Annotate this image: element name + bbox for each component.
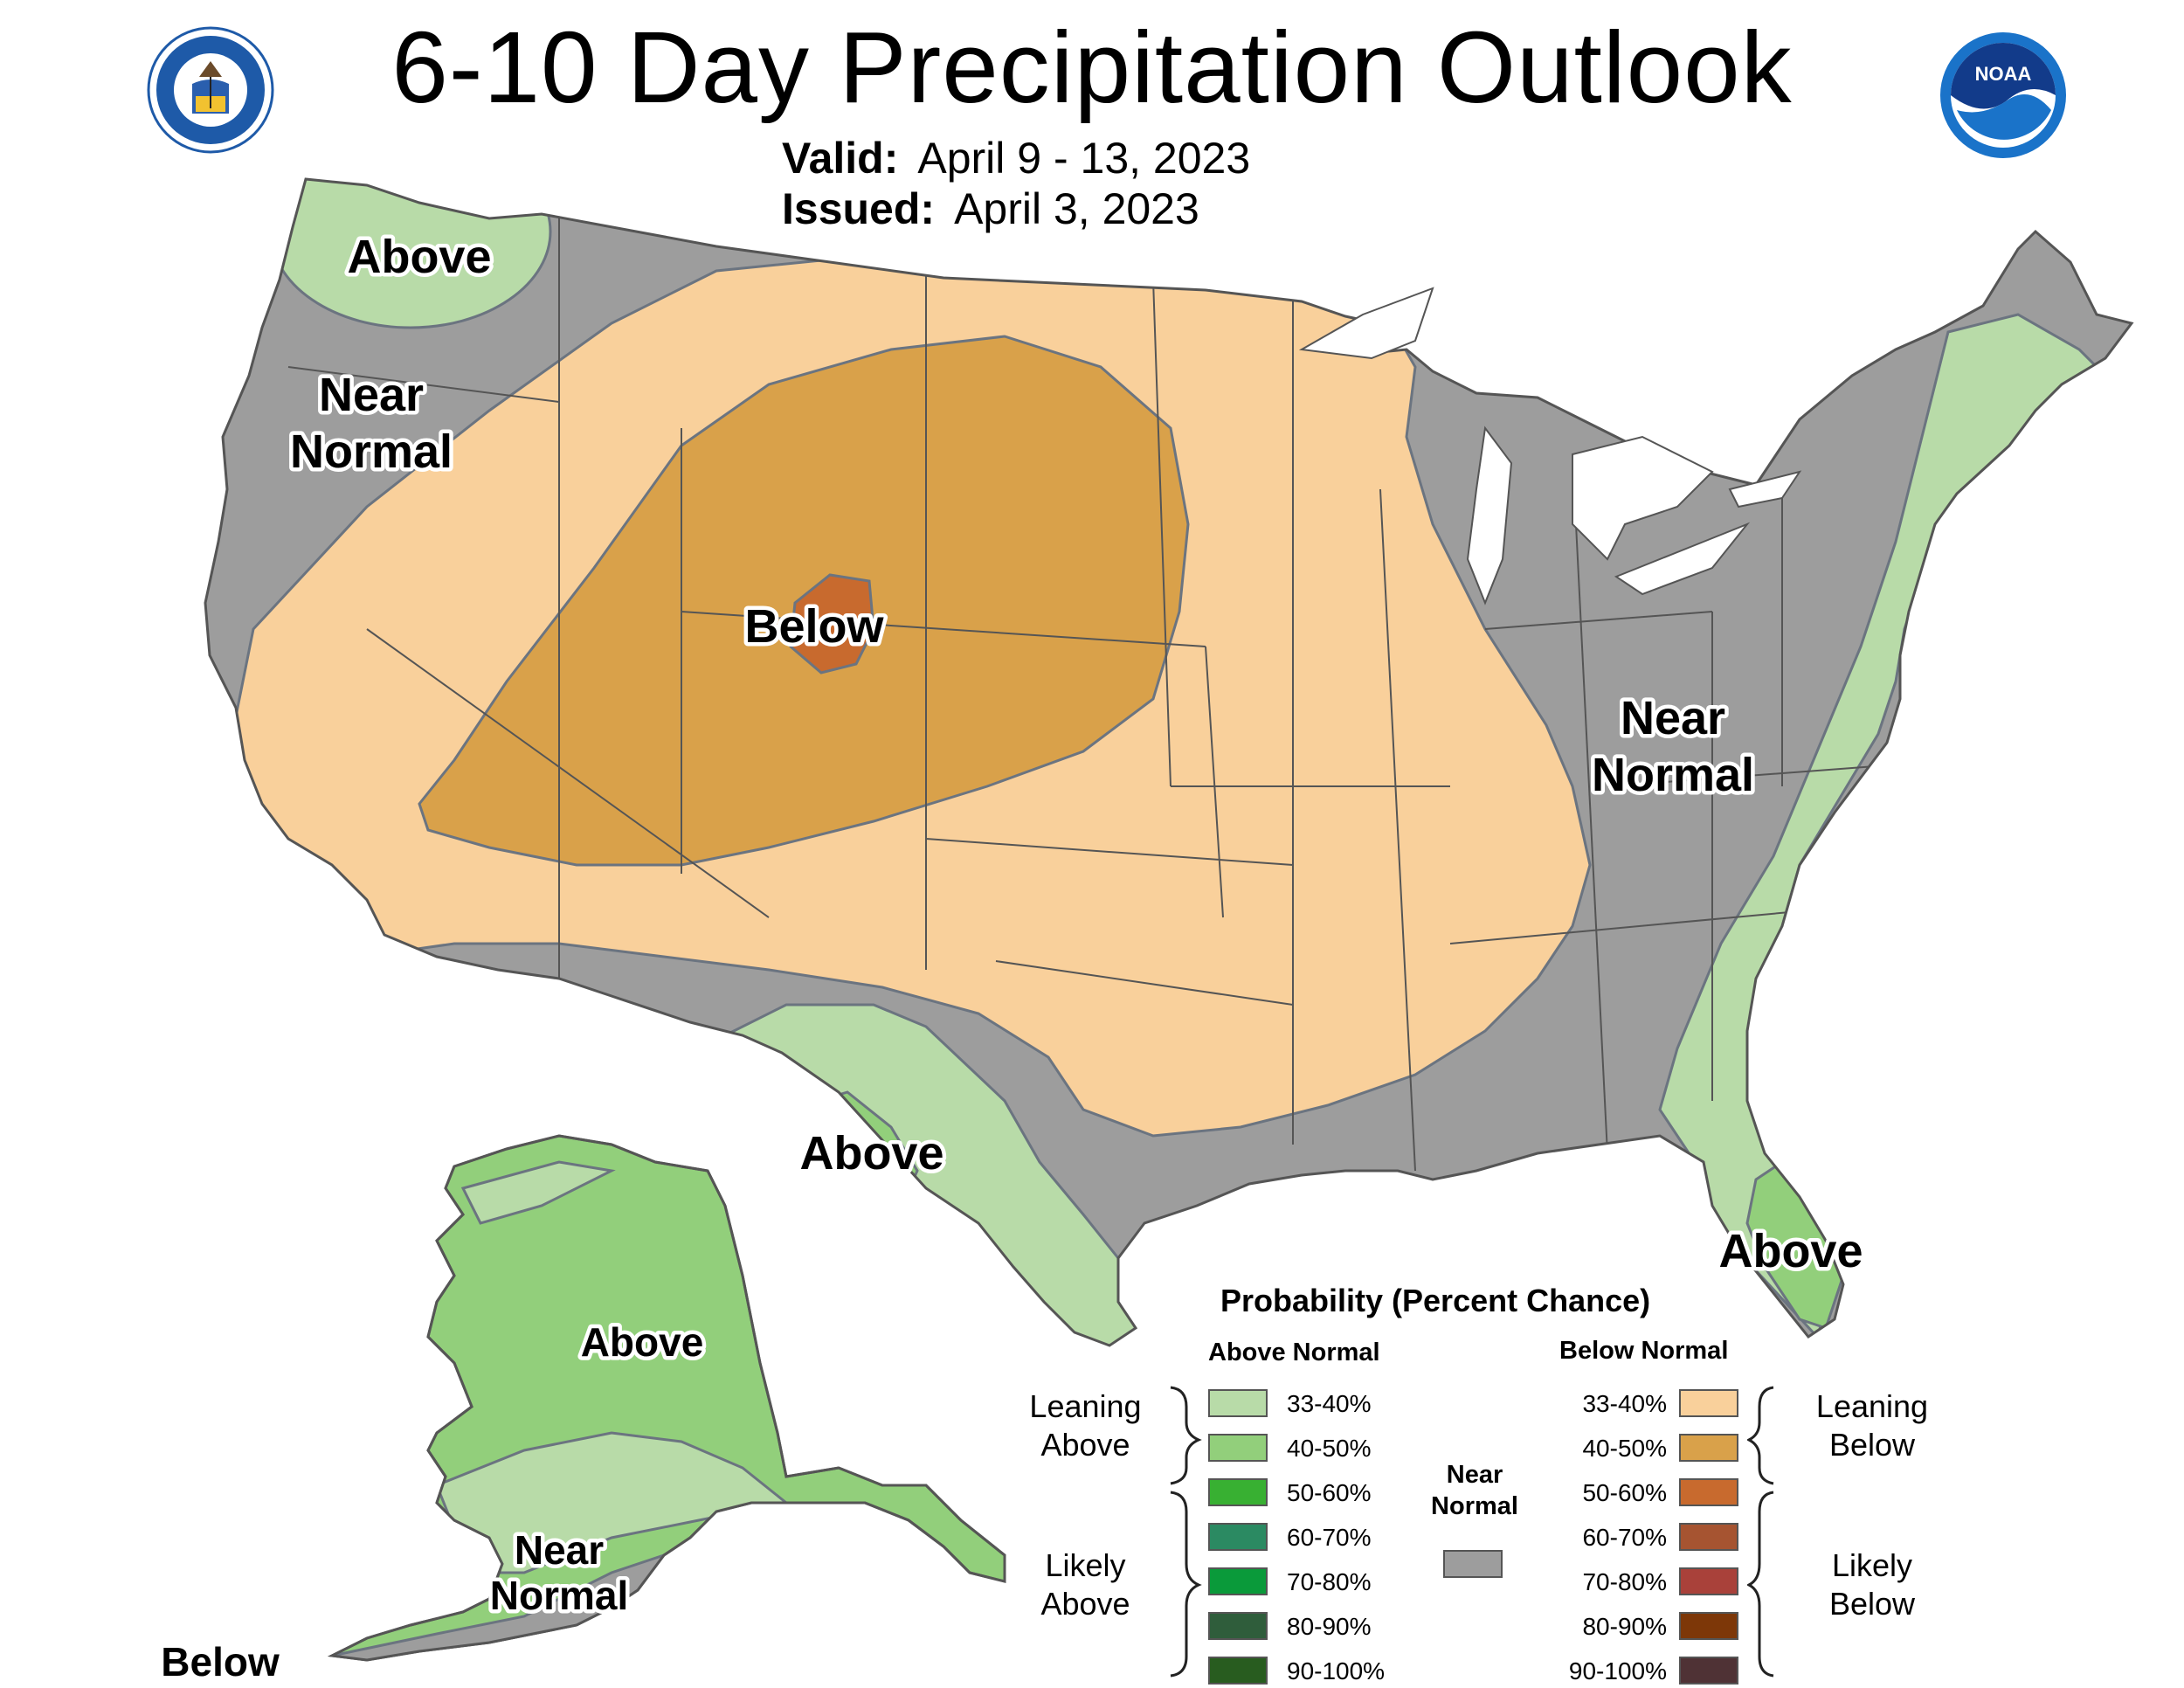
state-boundaries — [287, 218, 1958, 1172]
east-near-label-2: Normal — [1592, 749, 1754, 801]
legend-above-swatch — [1208, 1478, 1268, 1506]
east-near-label-1: Near — [1621, 692, 1725, 744]
legend-leaning-above: Leaning Above — [1005, 1387, 1166, 1464]
legend-above-label: 80-90% — [1287, 1613, 1372, 1640]
central-below-label: Below — [744, 600, 884, 653]
commerce-seal-icon — [147, 26, 274, 154]
valid-label: Valid: — [782, 134, 899, 183]
near-normal-line-1: Near — [1446, 1461, 1503, 1489]
alaska-below-label: Below — [161, 1639, 280, 1685]
legend-below-swatch — [1679, 1657, 1738, 1685]
legend-near-normal: Near Normal — [1405, 1459, 1545, 1522]
legend-below-label: 50-60% — [1582, 1479, 1667, 1506]
legend-above-label: 33-40% — [1287, 1390, 1372, 1417]
noaa-logo: NOAA — [1938, 30, 2069, 161]
issued-label: Issued: — [782, 184, 936, 233]
legend-below-swatch — [1679, 1523, 1738, 1551]
florida-above-label: Above — [1718, 1225, 1863, 1277]
alaska-near-label-2: Normal — [490, 1573, 628, 1618]
issued-value: April 3, 2023 — [954, 184, 1199, 233]
issued-date: Issued: April 3, 2023 — [782, 183, 1199, 234]
leaning-above-brace-icon — [1170, 1386, 1202, 1485]
central-50-60-below-area — [789, 573, 875, 675]
legend-below-label: 60-70% — [1582, 1524, 1667, 1551]
legend-above-braces — [1170, 1386, 1202, 1678]
likely-below-line-2: Below — [1828, 1586, 1916, 1622]
west-near-label-1: Near — [319, 369, 424, 421]
likely-above-line-2: Above — [1040, 1586, 1130, 1622]
legend-above-swatch — [1208, 1567, 1268, 1595]
lake-michigan — [1466, 425, 1513, 605]
commerce-seal-logo — [147, 26, 274, 154]
lake-huron — [1572, 435, 1714, 561]
alaska-above-area — [330, 1134, 1006, 1662]
legend-below-header: Below Normal — [1559, 1337, 1729, 1365]
svg-text:NOAA: NOAA — [1975, 63, 2032, 85]
near-normal-line-2: Normal — [1431, 1492, 1518, 1520]
alaska-north-33-40-above-area — [460, 1160, 616, 1225]
legend-below-label: 70-80% — [1582, 1568, 1667, 1595]
legend-below-swatch — [1679, 1389, 1738, 1417]
noaa-icon: NOAA — [1940, 32, 2066, 158]
leaning-below-brace-icon — [1747, 1386, 1774, 1485]
alaska-above-label: Above — [581, 1319, 704, 1365]
lake-ontario — [1728, 470, 1802, 508]
legend-likely-below: Likely Below — [1789, 1546, 1955, 1623]
legend-above-label: 70-80% — [1287, 1568, 1372, 1595]
legend-above-swatch — [1208, 1657, 1268, 1685]
lake-superior — [1298, 287, 1434, 360]
page-title: 6-10 Day Precipitation Outlook — [391, 10, 1793, 124]
leaning-below-line-1: Leaning — [1815, 1388, 1929, 1424]
alaska-near-label-1: Near — [515, 1527, 604, 1573]
legend-below-swatch — [1679, 1567, 1738, 1595]
legend-above-label: 60-70% — [1287, 1524, 1372, 1551]
legend-above-label: 40-50% — [1287, 1435, 1372, 1462]
legend-below-label: 33-40% — [1582, 1390, 1667, 1417]
legend-above-label: 90-100% — [1287, 1657, 1386, 1685]
legend-above-swatch — [1208, 1612, 1268, 1640]
legend-above-swatch — [1208, 1389, 1268, 1417]
legend-title: Probability (Percent Chance) — [1220, 1283, 1651, 1318]
lake-erie — [1614, 522, 1751, 596]
legend-above-header: Above Normal — [1208, 1339, 1380, 1366]
legend-above-swatch — [1208, 1523, 1268, 1551]
legend-below-label: 90-100% — [1568, 1657, 1667, 1685]
legend-likely-above: Likely Above — [1005, 1546, 1166, 1623]
west-near-label-2: Normal — [290, 425, 453, 478]
leaning-below-line-2: Below — [1828, 1427, 1916, 1463]
legend-leaning-below: Leaning Below — [1789, 1387, 1955, 1464]
legend-below-label: 80-90% — [1582, 1613, 1667, 1640]
legend-near-normal-swatch — [1443, 1550, 1503, 1578]
likely-above-brace-icon — [1170, 1491, 1202, 1678]
legend-below-label: 40-50% — [1582, 1435, 1667, 1462]
likely-above-line-1: Likely — [1045, 1547, 1126, 1583]
leaning-above-line-2: Above — [1040, 1427, 1130, 1463]
valid-dates: Valid: April 9 - 13, 2023 — [782, 133, 1250, 183]
legend-below-braces — [1747, 1386, 1774, 1678]
valid-value: April 9 - 13, 2023 — [917, 134, 1251, 183]
legend-below-swatch — [1679, 1434, 1738, 1462]
legend-below-swatch — [1679, 1612, 1738, 1640]
likely-below-brace-icon — [1747, 1491, 1774, 1678]
legend-above-label: 50-60% — [1287, 1479, 1372, 1506]
legend-above-swatch — [1208, 1434, 1268, 1462]
nw-above-label: Above — [347, 231, 491, 283]
texas-above-label: Above — [799, 1127, 943, 1180]
legend-below-swatch — [1679, 1478, 1738, 1506]
likely-below-line-1: Likely — [1831, 1547, 1913, 1583]
leaning-above-line-1: Leaning — [1029, 1388, 1142, 1424]
